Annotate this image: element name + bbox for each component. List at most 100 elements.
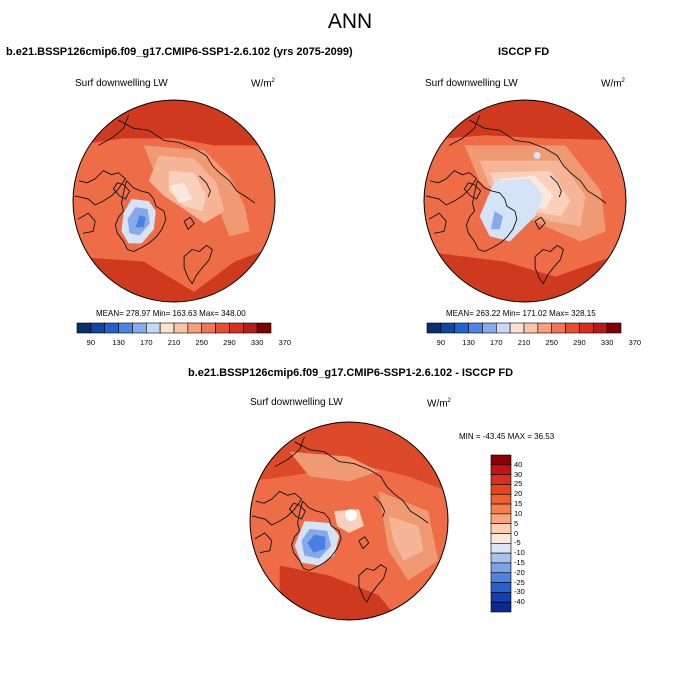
colorbar-tick-label: -25 [514,577,525,587]
panel-1-units: W/m2 [251,78,275,90]
colorbar-tick-label: 20 [514,489,523,499]
colorbar-tick-label: 330 [600,338,614,347]
coastline [274,436,305,467]
coastline [74,170,126,206]
map-shading-region [168,182,193,203]
coastline [373,495,386,518]
colorbar-swatch [490,562,512,574]
colorbar-tick-label: 170 [490,338,503,347]
colorbar-tick-label: -5 [514,538,521,548]
map-shading-region [533,152,541,160]
coastline [289,502,306,520]
map-boundary [72,99,276,303]
coastline [534,244,564,285]
coastline [254,532,273,554]
coastline [77,212,96,234]
colorbar-tick-label: 370 [628,338,642,347]
panel-1-stats: MEAN= 278.97 Min= 163.63 Max= 348.00 [96,309,246,318]
colorbar-tick-label: 90 [436,338,446,347]
colorbar-tick-label: 330 [250,338,264,347]
colorbar-swatch [606,322,622,334]
colorbar-tick-label: 130 [462,338,475,347]
panel-1-title: b.e21.BSSP126cmip6.f09_g17.CMIP6-SSP1-2.… [6,46,353,58]
panel-2-title: ISCCP FD [498,46,550,58]
colorbar-tick-label: -20 [514,567,525,577]
colorbar-tick-label: 40 [514,459,523,469]
colorbar-swatch [490,533,512,544]
colorbar-swatch [490,513,512,524]
colorbar-swatch [490,592,512,603]
colorbar-swatch [490,582,512,593]
coastline [112,182,131,200]
colorbar-tick-label: 25 [514,479,523,489]
coastline [294,441,429,524]
colorbar-swatch [256,322,272,334]
map-shading-region [307,534,326,553]
colorbar-tick-label: 290 [223,338,236,347]
colorbar-tick-label: -30 [514,587,525,597]
colorbar-tick-label: -10 [514,548,525,558]
coastline [198,175,211,198]
panel-1-variable-label: Surf downwelling LW [75,78,168,89]
coastline [118,119,256,204]
coastline [183,216,195,230]
coastline [449,115,481,146]
coastline [534,216,546,230]
colorbar-tick-label: 290 [573,338,586,347]
colorbar-tick-label: -15 [514,557,525,567]
colorbar-swatch [490,493,512,505]
colorbar-tick-label: 210 [167,338,181,347]
colorbar-swatch [490,503,512,515]
coastline [425,170,477,206]
main-title: ANN [327,10,373,33]
missing-data-region [345,509,357,521]
colorbar-tick-label: 15 [514,499,523,509]
coastline [291,500,342,571]
colorbar-swatch [490,523,512,534]
colorbar-tick-label: 210 [517,338,531,347]
coastline [469,119,607,204]
map-boundary [249,421,449,621]
colorbar-tick-label: 170 [140,338,153,347]
map-shading-region [135,215,146,228]
panel-2-stats: MEAN= 263.22 Min= 171.02 Max= 328.15 [446,309,596,318]
colorbar-tick-label: 10 [514,508,523,518]
panel-3-variable-label: Surf downwelling LW [250,397,343,408]
coastline [114,180,167,252]
panel-2-variable-label: Surf downwelling LW [425,78,518,89]
coastline [183,244,213,285]
coastline [463,182,482,200]
colorbar-tick-label: 90 [86,338,96,347]
map-shading-region [490,211,503,230]
panel-3-title: b.e21.BSSP126cmip6.f09_g17.CMIP6-SSP1-2.… [188,367,514,379]
colorbar-tick-label: -40 [514,597,525,607]
colorbar-tick-label: 5 [514,518,519,528]
coastline [358,564,388,603]
map-shading-region [289,451,379,482]
coastline [98,115,130,146]
colorbar-swatch [490,484,512,495]
colorbar-tick-label: 250 [545,338,558,347]
colorbar-swatch [490,474,512,485]
colorbar-swatch [490,464,512,475]
coastline [251,490,302,526]
colorbar-swatch [490,601,512,613]
colorbar-tick-label: 130 [112,338,125,347]
coastline [465,180,518,252]
colorbar-swatch [490,543,512,554]
colorbar-swatch [490,454,512,466]
colorbar-tick-label: 0 [514,528,519,538]
coastline [358,536,370,550]
map-shading-region [279,565,399,620]
coastline [549,175,562,198]
colorbar-tick-label: 30 [514,469,523,479]
colorbar-swatch [490,552,512,564]
map-boundary [423,99,627,303]
panel-2-units: W/m2 [601,78,625,90]
